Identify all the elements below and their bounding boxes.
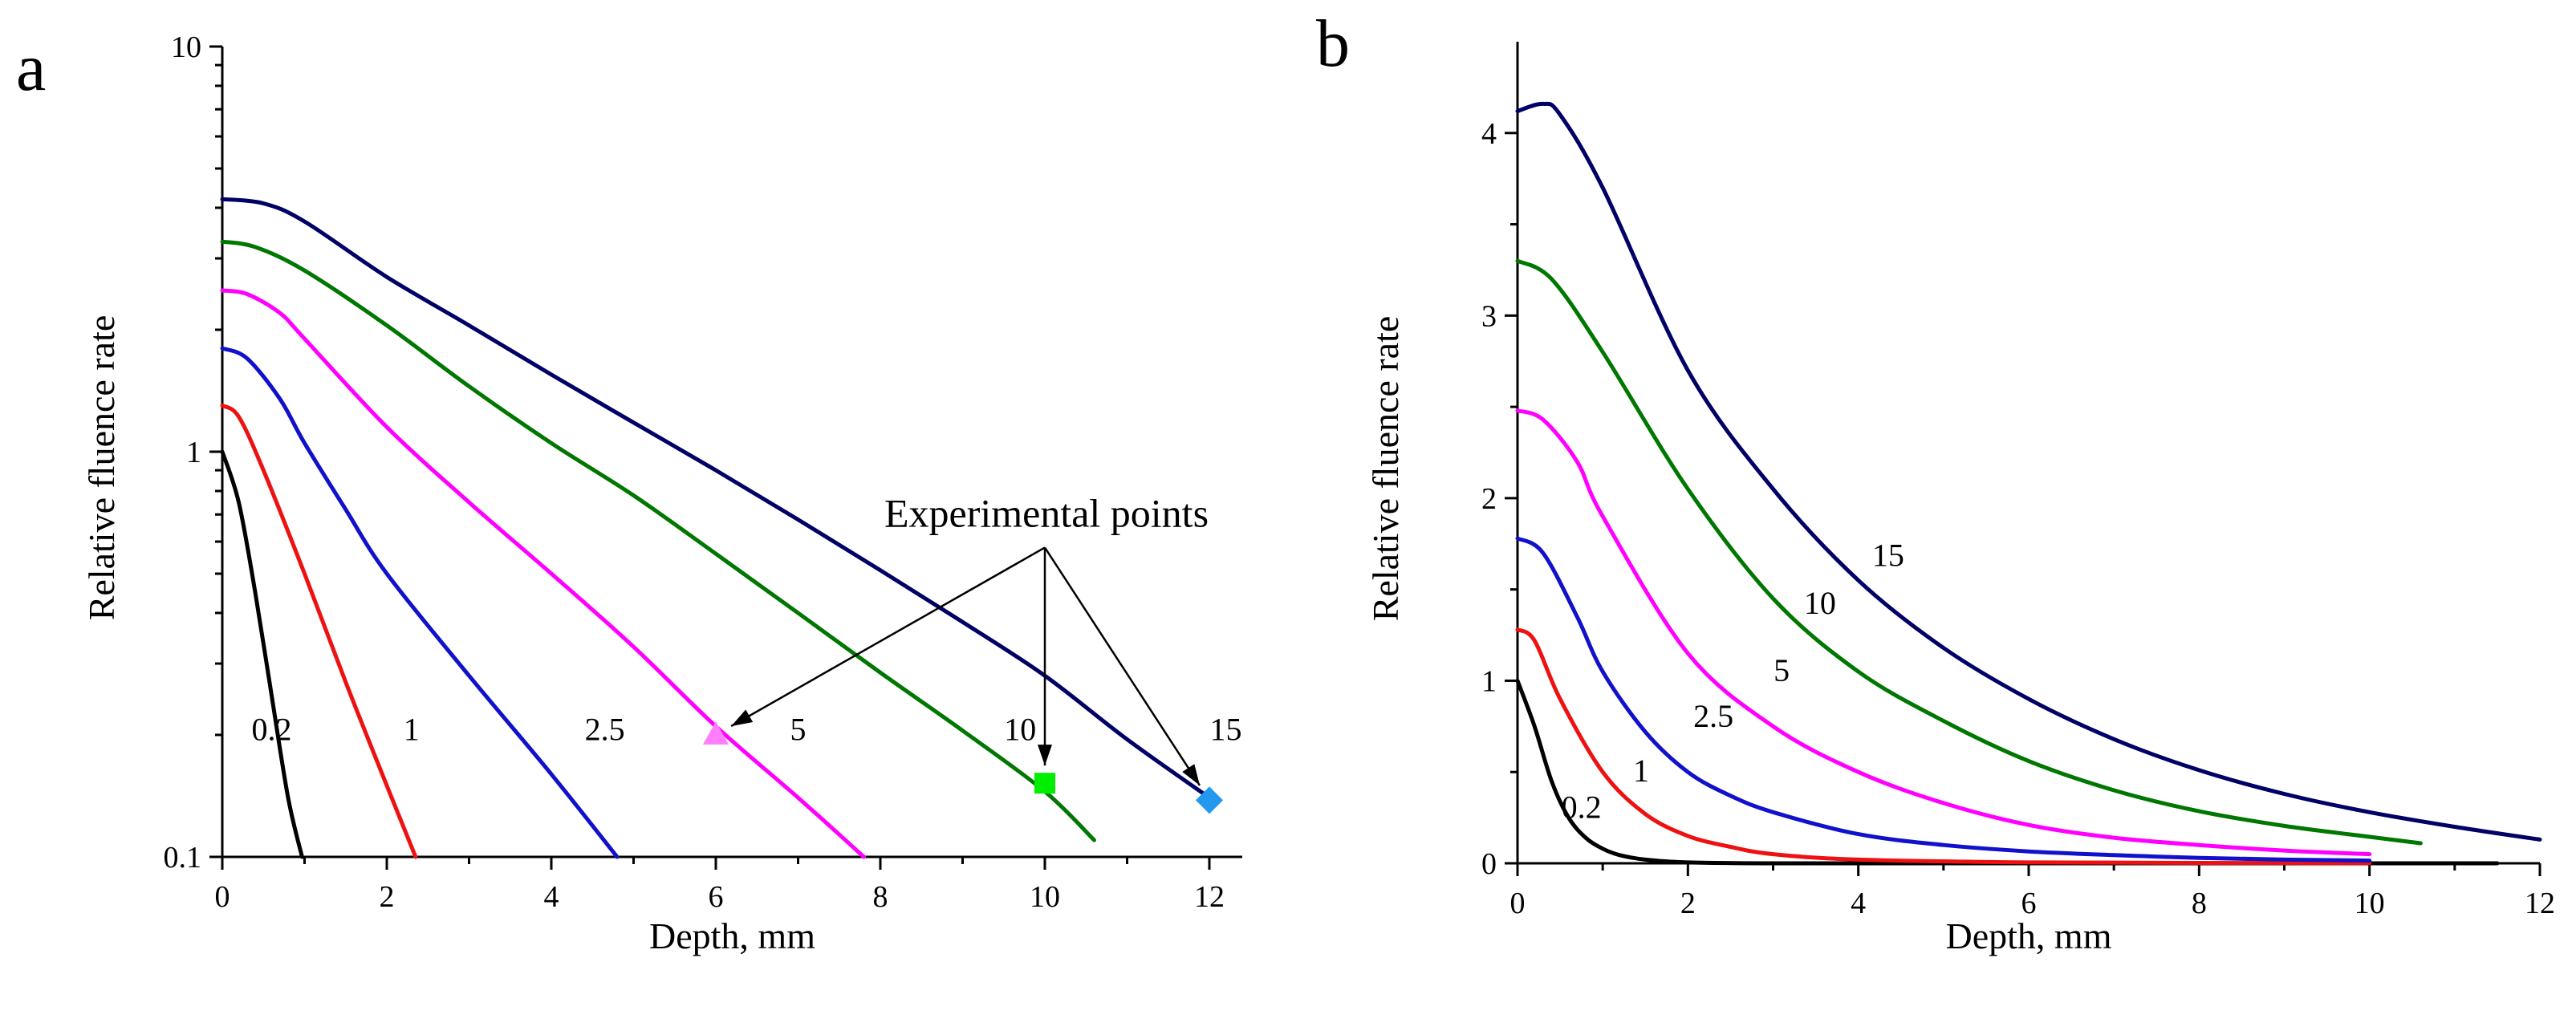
- curve-label-5: 5: [790, 712, 807, 748]
- annotation-text: Experimental points: [884, 490, 1209, 535]
- curve-label-5: 5: [1774, 652, 1790, 688]
- panel-a-chart: a 0 2 4 6 8 10 12 0.1 1 10 Depth, mm Relative fluenc…: [16, 30, 1242, 956]
- curve-5: [220, 288, 866, 859]
- curve-label-2-5: 2.5: [1693, 698, 1733, 734]
- panel-letter-a: a: [16, 30, 46, 105]
- x-tick-label: 0: [1510, 887, 1526, 920]
- x-tick-label: 6: [709, 880, 724, 914]
- x-tick-label: 0: [215, 880, 230, 914]
- y-tick-label: 4: [1481, 117, 1497, 151]
- x-tick-label: 4: [544, 880, 559, 914]
- x-tick-label: 6: [2021, 887, 2037, 920]
- x-tick-label: 2: [380, 880, 395, 914]
- x-tick-label: 12: [2525, 887, 2555, 920]
- x-tick-label: 10: [1030, 880, 1060, 914]
- curve-2-5: [220, 346, 620, 859]
- exp-point-5: [703, 720, 729, 745]
- curve-1: [220, 404, 418, 859]
- y-tick-label: 2: [1481, 482, 1497, 516]
- y-tick-label: 3: [1481, 299, 1497, 333]
- y-tick-label: 1: [186, 436, 201, 469]
- curve-label-1: 1: [404, 712, 420, 748]
- curve-label-2-5: 2.5: [585, 712, 625, 748]
- panel-letter-b: b: [1316, 6, 1350, 81]
- annotation-arrowhead: [1038, 745, 1052, 766]
- annotation-arrow: [730, 546, 1046, 728]
- curve-5: [1515, 408, 2372, 857]
- curve-10: [1515, 258, 2423, 846]
- y-axis-title: Relative fluence rate: [81, 315, 122, 621]
- x-tick-label: 4: [1851, 887, 1866, 920]
- curve-label-1: 1: [1633, 753, 1649, 789]
- curve-0-2: [220, 449, 304, 859]
- exp-point-15: [1196, 786, 1223, 814]
- y-axis-title: Relative fluence rate: [1365, 316, 1406, 622]
- x-tick-label: 2: [1680, 887, 1696, 920]
- y-tick-label: 1: [1481, 664, 1497, 698]
- curve-1: [1515, 627, 2372, 866]
- curve-label-0-2: 0.2: [252, 712, 292, 748]
- x-tick-label: 10: [2355, 887, 2385, 920]
- x-axis-title: Depth, mm: [1946, 915, 2112, 956]
- curve-label-10: 10: [1804, 585, 1836, 621]
- curve-2-5: [1515, 536, 2372, 863]
- y-tick-label: 0.1: [164, 841, 202, 875]
- annotation-arrowhead: [731, 709, 754, 727]
- annotation-arrow: [1043, 546, 1201, 786]
- curve-label-15: 15: [1210, 712, 1242, 748]
- exp-point-10: [1034, 773, 1055, 794]
- x-tick-label: 12: [1194, 880, 1225, 914]
- x-tick-label: 8: [873, 880, 888, 914]
- curve-label-15: 15: [1872, 538, 1904, 574]
- x-axis-title: Depth, mm: [649, 915, 815, 956]
- y-tick-label: 10: [171, 30, 201, 64]
- annotation-arrowhead: [1182, 764, 1200, 785]
- y-tick-label: 0: [1481, 847, 1497, 881]
- x-tick-label: 8: [2192, 887, 2207, 920]
- curve-10: [220, 239, 1096, 842]
- curve-15: [1515, 101, 2542, 842]
- curve-label-10: 10: [1004, 712, 1036, 748]
- curve-label-0-2: 0.2: [1562, 789, 1602, 826]
